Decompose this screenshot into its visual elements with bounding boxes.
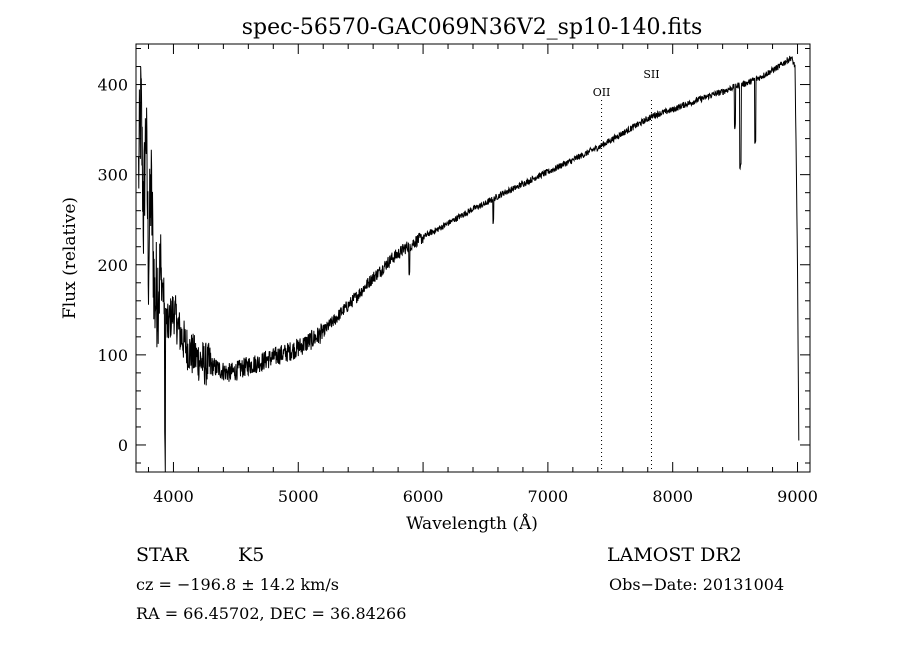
y-tick-label: 200: [97, 256, 128, 275]
y-tick-label: 400: [97, 76, 128, 95]
chart-title: spec-56570-GAC069N36V2_sp10-140.fits: [242, 15, 703, 40]
y-tick-label: 300: [97, 166, 128, 185]
x-tick-label: 8000: [652, 487, 693, 506]
survey-name: LAMOST DR2: [607, 544, 742, 566]
x-tick-label: 6000: [403, 487, 444, 506]
line-marker-label: SII: [643, 68, 659, 81]
redshift-text: cz = −196.8 ± 14.2 km/s: [136, 575, 339, 594]
object-subclass: K5: [238, 544, 264, 566]
y-axis: 0 100 200 300 400: [97, 48, 810, 464]
y-tick-label: 100: [97, 346, 128, 365]
object-class: STAR: [136, 544, 189, 566]
x-tick-label: 4000: [153, 487, 194, 506]
coordinates: RA = 66.45702, DEC = 36.84266: [136, 604, 406, 623]
y-tick-label: 0: [118, 436, 128, 455]
line-markers: OII SII: [593, 68, 660, 472]
x-tick-label: 5000: [278, 487, 319, 506]
x-axis: 4000 5000 6000 7000 8000 9000: [147, 44, 818, 506]
obs-date: Obs−Date: 20131004: [609, 575, 784, 594]
line-marker-label: OII: [593, 86, 611, 99]
spectrum-line: [138, 55, 800, 473]
y-axis-label: Flux (relative): [60, 197, 80, 319]
x-tick-label: 7000: [528, 487, 569, 506]
x-axis-label: Wavelength (Å): [406, 513, 538, 534]
x-tick-label: 9000: [777, 487, 818, 506]
plot-frame: [135, 43, 811, 473]
